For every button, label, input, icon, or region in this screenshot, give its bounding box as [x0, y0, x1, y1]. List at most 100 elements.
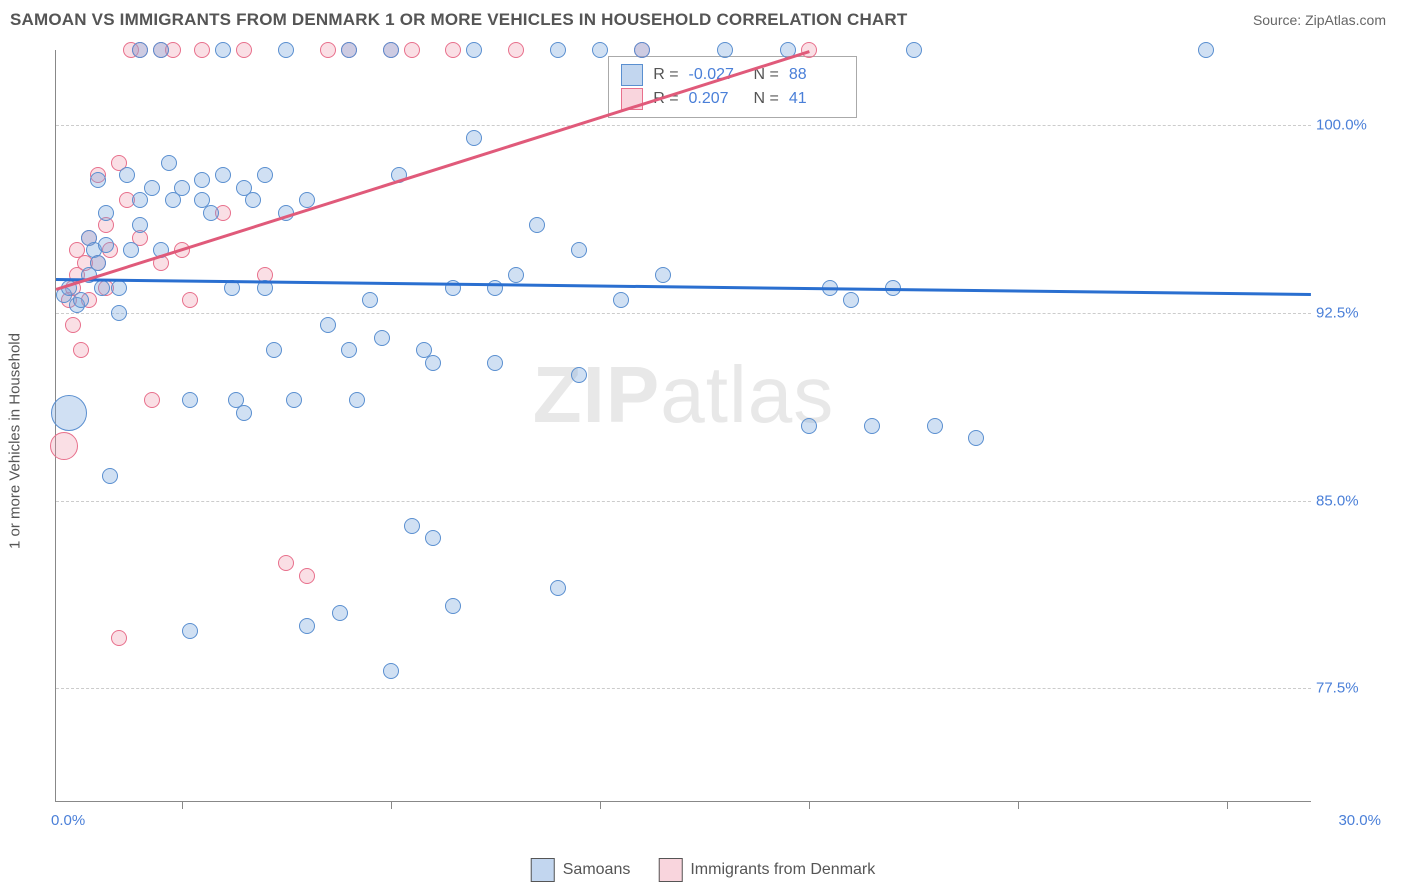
x-tick: [182, 801, 183, 809]
y-tick-label: 100.0%: [1316, 117, 1386, 134]
legend-swatch-pink-icon: [658, 858, 682, 882]
data-point: [445, 42, 461, 58]
data-point: [320, 317, 336, 333]
data-point: [73, 342, 89, 358]
data-point: [174, 180, 190, 196]
data-point: [111, 630, 127, 646]
data-point: [341, 42, 357, 58]
data-point: [144, 180, 160, 196]
data-point: [508, 267, 524, 283]
data-point: [161, 155, 177, 171]
data-point: [332, 605, 348, 621]
data-point: [927, 418, 943, 434]
data-point: [153, 42, 169, 58]
data-point: [717, 42, 733, 58]
data-point: [571, 242, 587, 258]
watermark: ZIPatlas: [533, 349, 834, 441]
data-point: [550, 580, 566, 596]
stat-n-blue: 88: [789, 66, 844, 84]
data-point: [843, 292, 859, 308]
data-point: [299, 618, 315, 634]
x-tick: [1018, 801, 1019, 809]
y-tick-label: 77.5%: [1316, 680, 1386, 697]
data-point: [445, 598, 461, 614]
x-tick: [1227, 801, 1228, 809]
data-point: [286, 392, 302, 408]
data-point: [362, 292, 378, 308]
x-label-min: 0.0%: [51, 812, 85, 829]
legend-item-samoans: Samoans: [531, 858, 631, 882]
data-point: [90, 255, 106, 271]
data-point: [801, 42, 817, 58]
data-point: [182, 392, 198, 408]
data-point: [349, 392, 365, 408]
trendline-blue: [56, 278, 1311, 296]
data-point: [508, 42, 524, 58]
data-point: [425, 355, 441, 371]
data-point: [236, 42, 252, 58]
plot-area: ZIPatlas R = -0.027 N = 88 R = 0.207 N =…: [55, 50, 1311, 802]
data-point: [487, 355, 503, 371]
data-point: [90, 172, 106, 188]
data-point: [182, 292, 198, 308]
data-point: [592, 42, 608, 58]
stat-n-label2: N =: [754, 90, 779, 108]
data-point: [98, 237, 114, 253]
data-point: [655, 267, 671, 283]
x-tick: [391, 801, 392, 809]
data-point: [132, 192, 148, 208]
data-point: [550, 42, 566, 58]
data-point: [102, 468, 118, 484]
data-point: [383, 663, 399, 679]
stat-r-pink: 0.207: [689, 90, 744, 108]
data-point: [194, 172, 210, 188]
data-point: [404, 42, 420, 58]
data-point: [864, 418, 880, 434]
data-point: [801, 418, 817, 434]
x-label-max: 30.0%: [1338, 812, 1381, 829]
data-point: [144, 392, 160, 408]
data-point: [320, 42, 336, 58]
data-point: [278, 555, 294, 571]
data-point: [215, 167, 231, 183]
data-point: [266, 342, 282, 358]
gridline-h: [56, 501, 1311, 502]
data-point: [374, 330, 390, 346]
data-point: [341, 342, 357, 358]
stats-box: R = -0.027 N = 88 R = 0.207 N = 41: [608, 56, 857, 118]
data-point: [299, 568, 315, 584]
watermark-zip: ZIP: [533, 350, 660, 439]
data-point: [203, 205, 219, 221]
swatch-blue-icon: [621, 64, 643, 86]
data-point: [613, 292, 629, 308]
y-tick-label: 92.5%: [1316, 304, 1386, 321]
data-point: [194, 42, 210, 58]
data-point: [119, 167, 135, 183]
data-point: [906, 42, 922, 58]
data-point: [278, 42, 294, 58]
data-point: [634, 42, 650, 58]
x-tick: [809, 801, 810, 809]
data-point: [425, 530, 441, 546]
data-point: [257, 167, 273, 183]
chart-title: SAMOAN VS IMMIGRANTS FROM DENMARK 1 OR M…: [10, 10, 907, 30]
legend-label-2: Immigrants from Denmark: [690, 861, 875, 879]
data-point: [383, 42, 399, 58]
data-point: [73, 292, 89, 308]
chart-container: 1 or more Vehicles in Household ZIPatlas…: [55, 50, 1391, 832]
data-point: [182, 623, 198, 639]
legend-label-1: Samoans: [563, 861, 631, 879]
data-point: [529, 217, 545, 233]
gridline-h: [56, 313, 1311, 314]
data-point: [50, 432, 78, 460]
data-point: [571, 367, 587, 383]
source-label: Source: ZipAtlas.com: [1253, 12, 1386, 28]
legend-swatch-blue-icon: [531, 858, 555, 882]
data-point: [1198, 42, 1214, 58]
data-point: [215, 42, 231, 58]
data-point: [466, 130, 482, 146]
data-point: [466, 42, 482, 58]
stat-n-pink: 41: [789, 90, 844, 108]
legend-item-denmark: Immigrants from Denmark: [658, 858, 875, 882]
legend: Samoans Immigrants from Denmark: [531, 858, 876, 882]
